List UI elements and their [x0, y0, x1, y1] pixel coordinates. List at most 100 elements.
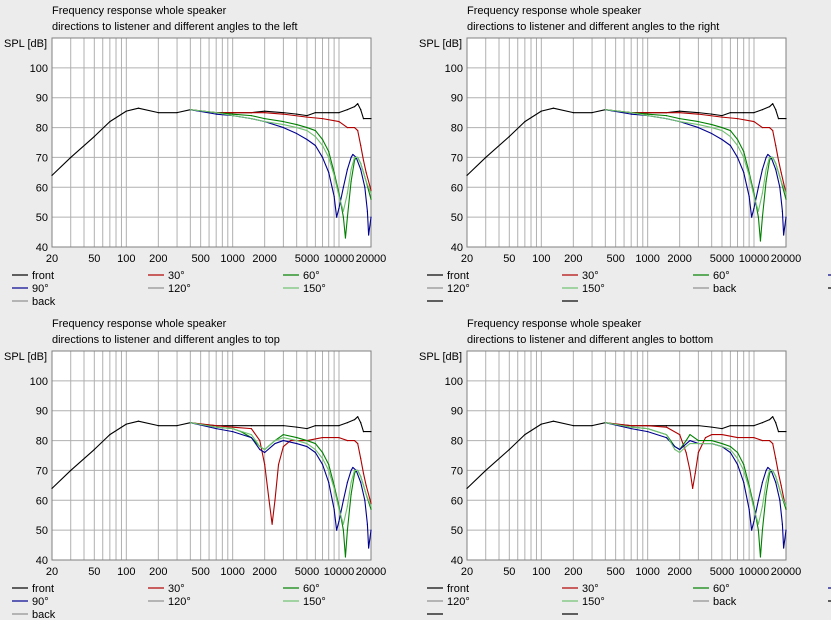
data-point: 30°: 3000 Hz, 78 dB: [282, 445, 284, 448]
data-point: front: 130 Hz, 86.5 dB: [552, 107, 555, 109]
data-point: 60°: 3000 Hz, 82 dB: [282, 434, 284, 436]
data-point: 150°: 11000 Hz, 52 dB: [342, 523, 344, 525]
data-point: front: 130 Hz, 86.5 dB: [552, 420, 555, 422]
data-point: front: 15000 Hz, 88 dB: [772, 416, 774, 418]
data-point: 60°: 7000 Hz, 76 dB: [321, 451, 324, 454]
data-point: front: 3000 Hz, 85 dB: [697, 112, 699, 114]
data-point: 150°: 14000 Hz, 70 dB: [768, 156, 771, 159]
data-point: 30°: 700 Hz, 85 dB: [215, 425, 217, 427]
data-point: 30°: 1500 Hz, 85 dB: [665, 112, 667, 114]
data-point: 150°: 3000 Hz, 79 dB: [697, 442, 699, 445]
data-point: 150°: 5000 Hz, 78 dB: [721, 445, 723, 448]
data-point: front: 50 Hz, 77 dB: [508, 135, 510, 138]
data-point: 90°: 4000 Hz, 79 dB: [296, 442, 298, 445]
data-point: 30°: 10000 Hz, 82 dB: [338, 121, 340, 123]
data-point: 90°: 17500 Hz, 60 dB: [364, 186, 366, 188]
data-point: 30°: 5000 Hz, 83.5 dB: [721, 116, 723, 118]
data-point: front: 12000 Hz, 86 dB: [346, 422, 349, 424]
data-point: 60°: 5000 Hz, 79 dB: [721, 442, 723, 445]
data-point: 60°: 6000 Hz, 79 dB: [729, 129, 732, 132]
x-tick-label: 1000: [220, 566, 244, 578]
data-point: front: 300 Hz, 85 dB: [591, 112, 593, 114]
data-point: 60°: 11500 Hz, 41 dB: [759, 556, 762, 558]
data-point: 60°: 11000 Hz, 50 dB: [757, 529, 759, 531]
data-point: 90°: 5000 Hz, 76 dB: [721, 138, 723, 141]
data-point: 90°: 16000 Hz, 66 dB: [775, 168, 777, 170]
data-point: 90°: 7000 Hz, 72 dB: [736, 463, 739, 466]
chart-panel-2: Frequency response whole speaker directio…: [419, 5, 831, 302]
data-point: 90°: 13000 Hz, 70 dB: [350, 156, 352, 159]
y-axis-label: SPL [dB]: [419, 38, 462, 50]
data-point: 90°: 10000 Hz, 53 dB: [338, 207, 340, 209]
data-point: 150°: 16000 Hz, 68 dB: [775, 162, 777, 164]
x-tick-label: 2000: [252, 253, 276, 265]
data-point: 90°: 13500 Hz, 71 dB: [767, 153, 769, 156]
data-point: front: 200 Hz, 85 dB: [157, 425, 159, 427]
data-point: 90°: 5000 Hz, 76 dB: [306, 138, 308, 141]
data-point: front: 20000 Hz, 83 dB: [370, 431, 372, 433]
data-point: 30°: 5000 Hz, 82 dB: [721, 434, 723, 436]
data-point: 30°: 16000 Hz, 74 dB: [775, 144, 777, 147]
y-tick-label: 60: [36, 182, 48, 194]
data-point: 30°: 12000 Hz, 80 dB: [761, 126, 764, 129]
data-point: front: 10000 Hz, 85 dB: [753, 112, 755, 114]
x-tick-label: 10000: [739, 253, 770, 265]
data-point: 90°: 20000 Hz, 50 dB: [785, 529, 787, 531]
data-point: 60°: 7000 Hz, 76 dB: [736, 138, 739, 141]
data-point: 90°: 2000 Hz, 76 dB: [264, 451, 266, 454]
data-point: 60°: 5000 Hz, 80 dB: [721, 126, 723, 129]
data-point: front: 8000 Hz, 85 dB: [743, 112, 745, 114]
data-point: 90°: 17500 Hz, 60 dB: [779, 499, 781, 501]
data-point: 90°: 1000 Hz, 83 dB: [647, 431, 649, 433]
data-point: 60°: 2300 Hz, 80 dB: [685, 439, 687, 442]
legend-label: back: [32, 296, 56, 308]
data-point: 30°: 16000 Hz, 74 dB: [360, 457, 362, 460]
data-point: 150°: 400 Hz, 86 dB: [189, 422, 191, 424]
legend-label: back: [713, 283, 737, 295]
data-point: 150°: 2300 Hz, 78 dB: [685, 445, 687, 448]
y-tick-label: 60: [36, 495, 48, 507]
series-line: [51, 416, 371, 489]
data-point: 30°: 1000 Hz, 84.5 dB: [232, 426, 234, 428]
data-point: 90°: 13000 Hz, 70 dB: [765, 156, 767, 159]
data-point: 90°: 13000 Hz, 70 dB: [350, 469, 352, 472]
data-point: 150°: 14000 Hz, 70 dB: [353, 156, 356, 159]
data-point: 30°: 2500 Hz, 60 dB: [274, 499, 276, 501]
data-point: 30°: 20000 Hz, 59 dB: [370, 189, 372, 191]
legend-label: 60°: [303, 583, 320, 595]
data-point: 60°: 13000 Hz, 62 dB: [350, 493, 352, 495]
data-point: 150°: 10000 Hz, 57 dB: [753, 508, 755, 510]
x-tick-label: 50: [88, 566, 100, 578]
data-point: 30°: 18000 Hz, 65 dB: [365, 484, 367, 486]
data-point: 60°: 7000 Hz, 76 dB: [321, 138, 324, 141]
data-point: 150°: 2000 Hz, 82 dB: [679, 121, 681, 123]
data-point: 150°: 8000 Hz, 70 dB: [328, 469, 330, 472]
data-point: 90°: 1800 Hz, 78 dB: [674, 445, 676, 448]
series-line: [605, 422, 787, 549]
data-point: front: 10000 Hz, 85 dB: [338, 425, 340, 427]
data-point: 90°: 9500 Hz, 50 dB: [336, 529, 338, 531]
data-point: 60°: 11500 Hz, 41 dB: [344, 556, 347, 558]
data-point: 90°: 12000 Hz, 66 dB: [761, 168, 764, 170]
x-tick-label: 20: [461, 253, 473, 265]
data-point: 90°: 6000 Hz, 76 dB: [314, 451, 317, 454]
data-point: 60°: 7000 Hz, 76 dB: [736, 451, 739, 454]
legend-label: 90°: [32, 596, 49, 608]
data-point: 150°: 9000 Hz, 64 dB: [748, 487, 750, 489]
data-point: 60°: 5000 Hz, 80 dB: [306, 439, 308, 442]
data-point: front: 10000 Hz, 85 dB: [753, 425, 755, 427]
data-point: 60°: 11000 Hz, 50 dB: [342, 216, 344, 218]
data-point: 30°: 7000 Hz, 81 dB: [736, 436, 739, 439]
data-point: front: 20 Hz, 64 dB: [466, 174, 468, 176]
x-tick-label: 5000: [295, 566, 319, 578]
data-point: 60°: 8000 Hz, 72 dB: [328, 150, 330, 153]
data-point: 150°: 6000 Hz, 77 dB: [314, 448, 317, 451]
data-point: front: 4000 Hz, 84.5 dB: [711, 113, 713, 115]
data-point: 150°: 700 Hz, 84.5 dB: [215, 426, 217, 428]
series-line: [190, 422, 372, 549]
data-point: 30°: 2500 Hz, 70 dB: [689, 469, 691, 472]
plot-frame: [51, 37, 372, 248]
data-point: 30°: 7000 Hz, 83 dB: [321, 118, 324, 120]
data-point: front: 300 Hz, 85 dB: [176, 112, 178, 114]
data-point: 60°: 3000 Hz, 80 dB: [697, 439, 699, 442]
